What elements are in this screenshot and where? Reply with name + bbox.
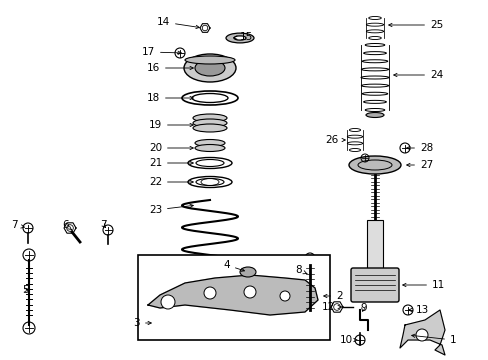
Text: 8: 8 xyxy=(294,265,306,275)
Text: 1: 1 xyxy=(411,334,456,345)
Text: 20: 20 xyxy=(148,143,193,153)
Text: 15: 15 xyxy=(233,32,253,42)
Text: 12: 12 xyxy=(321,302,341,312)
Circle shape xyxy=(161,295,175,309)
Text: 7: 7 xyxy=(11,220,24,230)
Text: 25: 25 xyxy=(388,20,442,30)
Text: 22: 22 xyxy=(148,177,193,187)
Bar xyxy=(366,220,382,270)
Text: 9: 9 xyxy=(359,303,366,313)
Text: 5: 5 xyxy=(22,285,29,295)
Text: 19: 19 xyxy=(148,120,193,130)
Text: 18: 18 xyxy=(146,93,193,103)
Ellipse shape xyxy=(348,156,400,174)
Ellipse shape xyxy=(240,267,256,277)
Ellipse shape xyxy=(234,36,245,40)
Text: 26: 26 xyxy=(324,135,345,145)
Text: 24: 24 xyxy=(393,70,442,80)
Ellipse shape xyxy=(225,33,253,43)
Polygon shape xyxy=(399,310,444,355)
Ellipse shape xyxy=(184,56,235,64)
Circle shape xyxy=(244,286,256,298)
Text: 3: 3 xyxy=(133,318,151,328)
Text: 14: 14 xyxy=(157,17,199,28)
FancyBboxPatch shape xyxy=(350,268,398,302)
Text: 16: 16 xyxy=(146,63,193,73)
Text: 4: 4 xyxy=(223,260,244,271)
Text: 17: 17 xyxy=(142,47,181,57)
Ellipse shape xyxy=(195,60,224,76)
Text: 27: 27 xyxy=(406,160,432,170)
Ellipse shape xyxy=(195,139,224,147)
Ellipse shape xyxy=(195,144,224,152)
Text: 23: 23 xyxy=(148,204,193,215)
Text: 28: 28 xyxy=(406,143,432,153)
Ellipse shape xyxy=(147,322,163,328)
Text: 2: 2 xyxy=(323,291,342,301)
Text: 11: 11 xyxy=(402,280,445,290)
Ellipse shape xyxy=(193,119,226,127)
Text: 13: 13 xyxy=(408,305,428,315)
Bar xyxy=(138,255,329,340)
Text: 21: 21 xyxy=(148,158,193,168)
Ellipse shape xyxy=(193,114,226,122)
Text: 7: 7 xyxy=(100,220,106,230)
Circle shape xyxy=(415,329,427,341)
Ellipse shape xyxy=(183,54,236,82)
Circle shape xyxy=(203,287,216,299)
Ellipse shape xyxy=(193,124,226,132)
Circle shape xyxy=(280,291,289,301)
Text: 6: 6 xyxy=(62,220,71,230)
Polygon shape xyxy=(148,275,317,315)
Text: 10: 10 xyxy=(339,335,356,345)
Ellipse shape xyxy=(151,324,159,327)
Ellipse shape xyxy=(365,112,383,117)
